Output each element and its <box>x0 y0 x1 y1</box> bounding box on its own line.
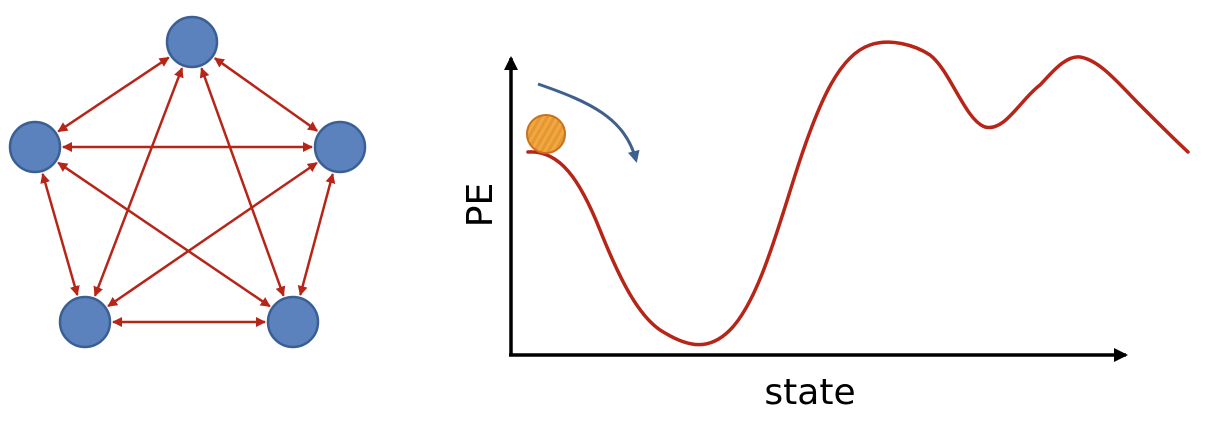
node-upper-right <box>313 120 367 174</box>
edge-upper-right-lower-left <box>107 161 318 308</box>
node-top <box>165 15 219 69</box>
edge-upper-left-top <box>57 56 170 133</box>
edge-lower-right-upper-left <box>57 161 271 308</box>
node-lower-right <box>266 295 320 349</box>
edge-top-upper-right <box>214 57 318 132</box>
network-nodes <box>8 15 367 349</box>
edge-top-lower-left <box>93 67 184 297</box>
edge-lower-left-upper-left <box>40 172 80 297</box>
edge-top-lower-right <box>199 67 286 297</box>
x-axis-label: state <box>764 372 855 413</box>
node-upper-left <box>8 120 62 174</box>
network-edges <box>40 56 336 327</box>
y-axis-label: PE <box>460 183 501 227</box>
edge-upper-right-lower-right <box>297 173 336 296</box>
ball-marker <box>526 114 566 154</box>
downhill-arrow <box>537 82 640 163</box>
potential-energy-curve <box>526 40 1190 347</box>
network-diagram <box>8 15 367 349</box>
node-lower-left <box>58 295 112 349</box>
energy-landscape: PE state <box>460 40 1190 413</box>
